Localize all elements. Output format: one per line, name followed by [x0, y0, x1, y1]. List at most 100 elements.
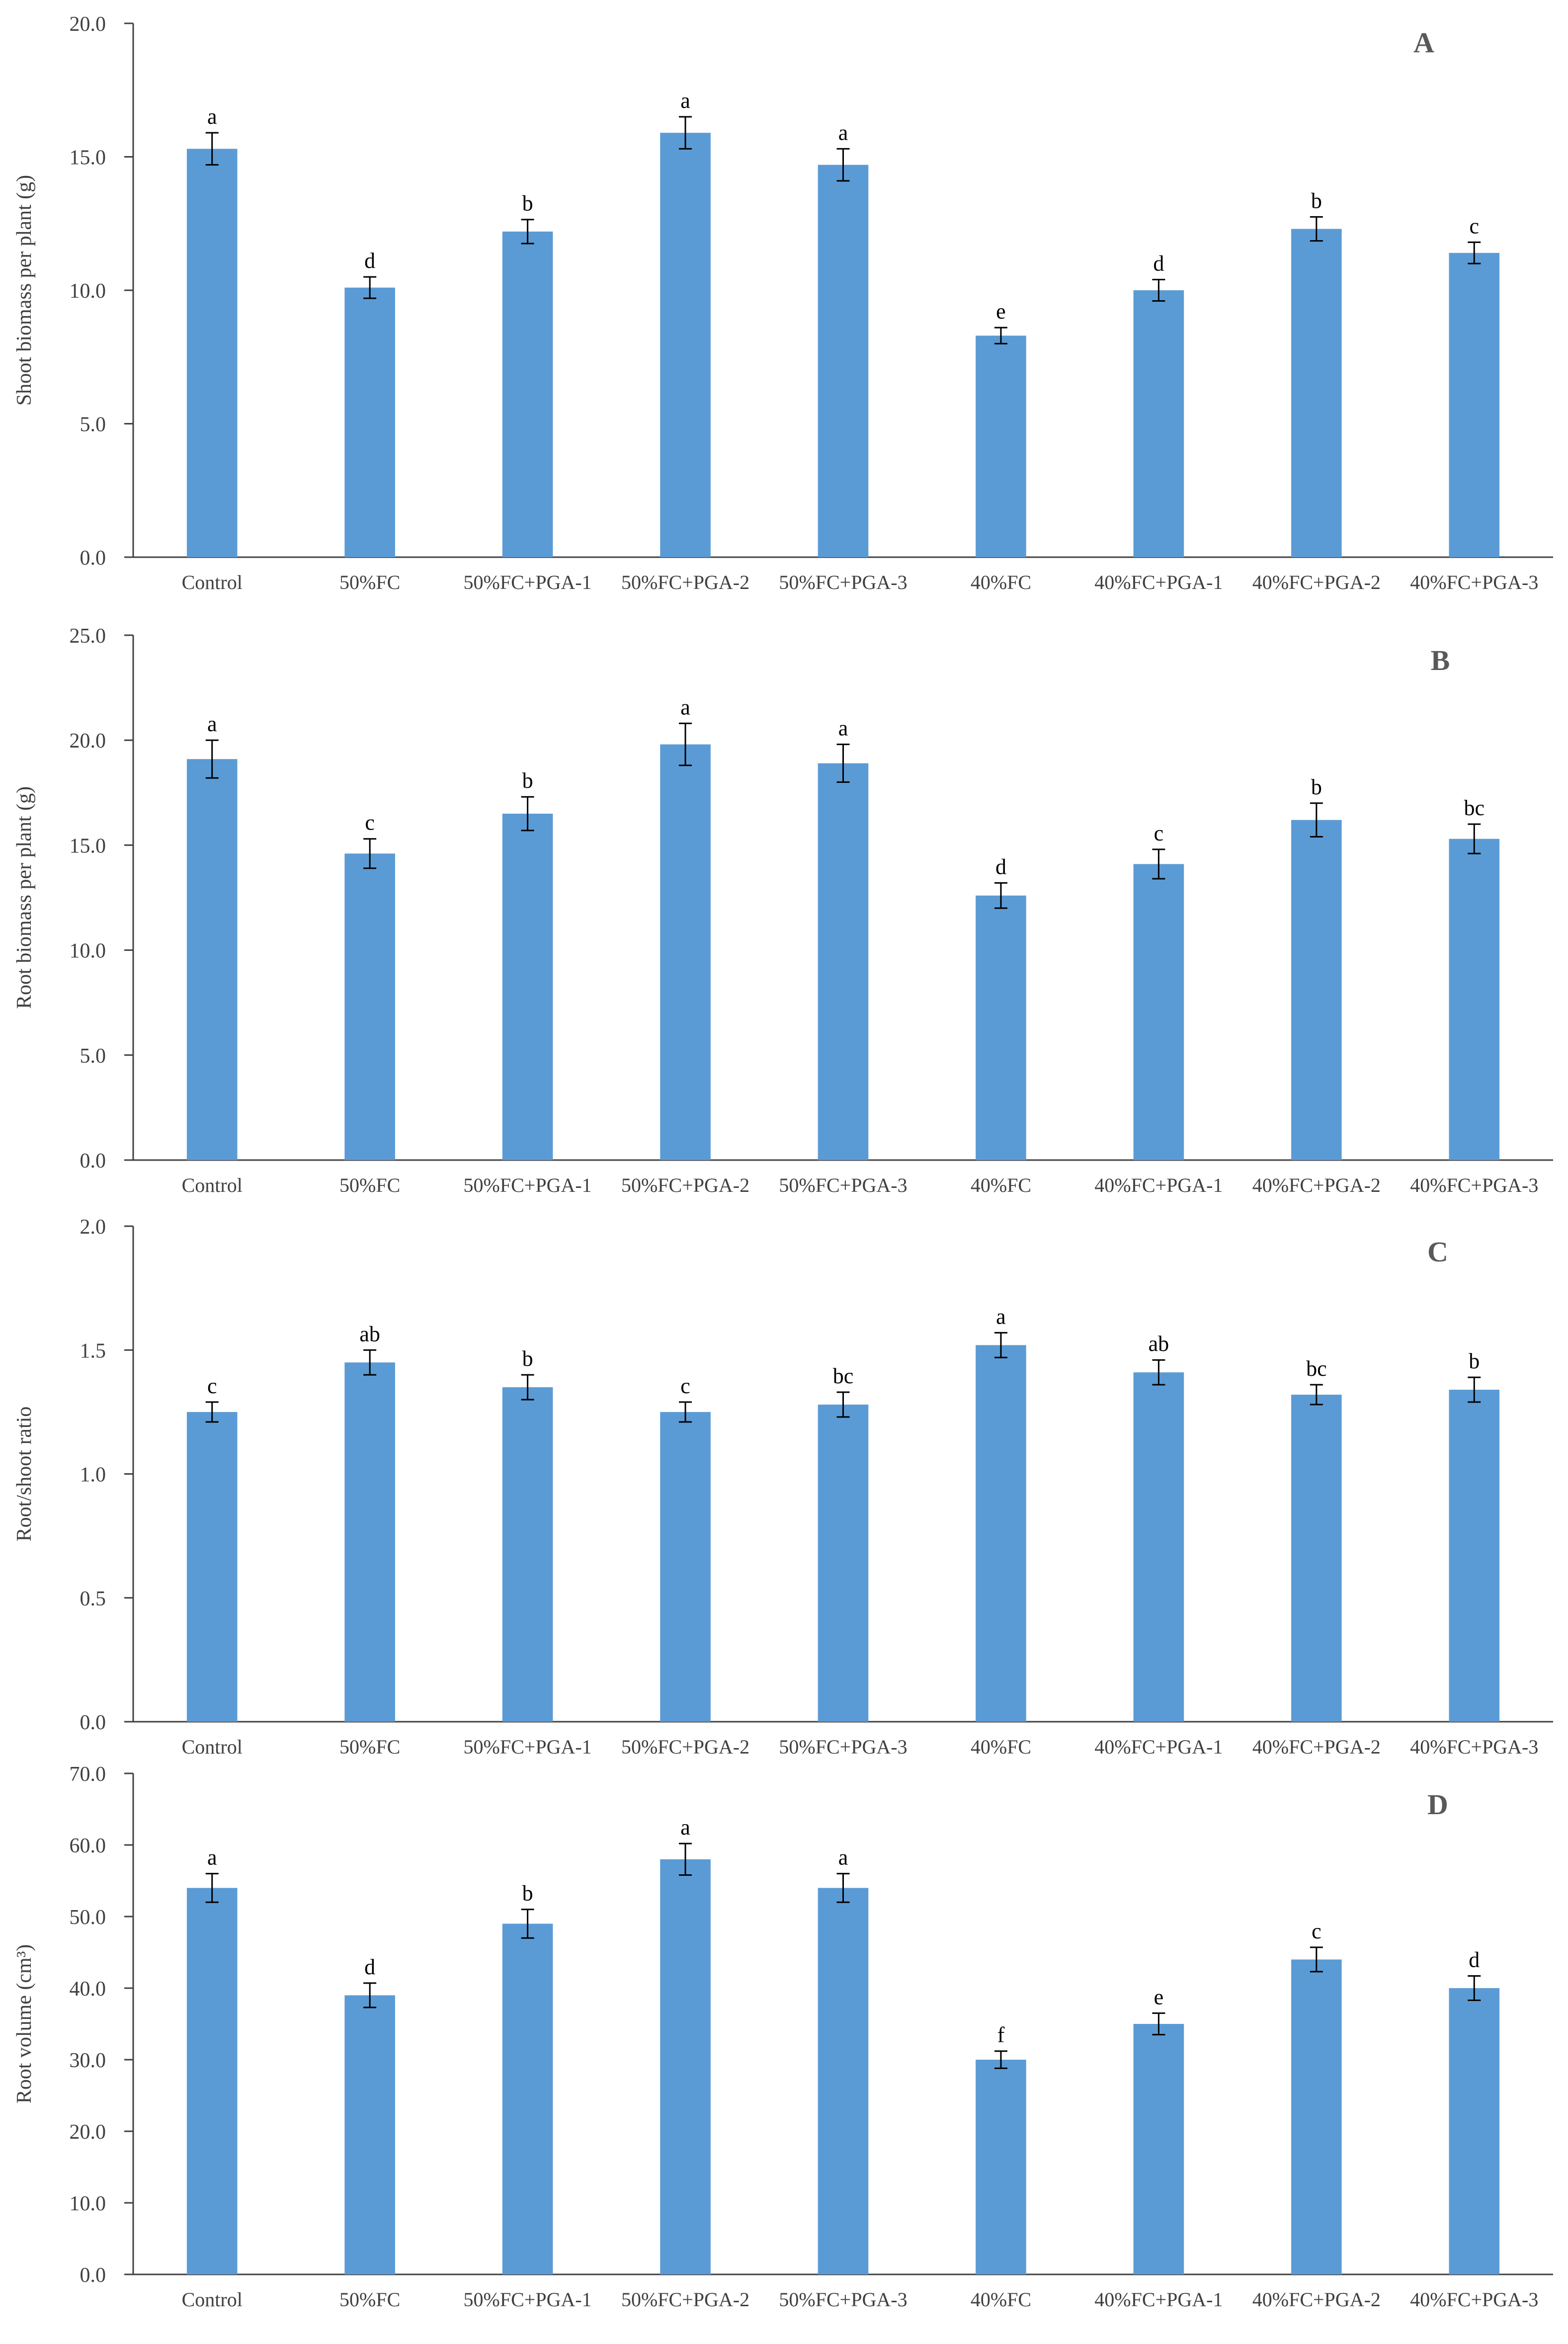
significance-letter: e [996, 299, 1006, 324]
x-tick-label: 40%FC+PGA-2 [1252, 571, 1381, 593]
significance-letter: b [522, 1346, 533, 1371]
bar [818, 165, 869, 557]
significance-letter: a [680, 88, 690, 113]
significance-letter: c [365, 811, 375, 835]
significance-letter: d [364, 1955, 375, 1979]
bar [818, 1404, 869, 1722]
y-tick-label: 1.5 [80, 1339, 106, 1362]
bar [1449, 1988, 1500, 2274]
x-tick-label: 40%FC+PGA-2 [1252, 1174, 1381, 1196]
bar [818, 763, 869, 1160]
x-tick-label: Control [182, 2288, 243, 2311]
x-tick-label: 40%FC+PGA-2 [1252, 1736, 1381, 1758]
x-tick-label: 50%FC+PGA-2 [621, 571, 749, 593]
y-tick-label: 1.0 [80, 1464, 106, 1487]
bar [660, 1859, 711, 2274]
y-tick-label: 70.0 [70, 1763, 106, 1786]
x-tick-label: 40%FC+PGA-1 [1094, 571, 1223, 593]
bar [660, 1412, 711, 1722]
x-tick-label: Control [182, 571, 243, 593]
significance-letter: a [838, 1845, 848, 1870]
x-tick-label: 40%FC [971, 2288, 1031, 2311]
bar [344, 853, 395, 1160]
bar [1291, 820, 1342, 1160]
chart-panel-c: C 0.0 0.5 1.0 1.5 2.0 Root/shoot ratio c Control… [13, 1216, 1553, 1758]
significance-letter: d [995, 854, 1006, 879]
y-tick-label: 0.0 [80, 547, 106, 570]
y-tick-label: 0.0 [80, 2264, 106, 2287]
significance-letter: ab [359, 1322, 380, 1346]
x-tick-label: 50%FC [339, 571, 400, 593]
x-tick-label: 50%FC [339, 1174, 400, 1196]
bar [344, 1362, 395, 1722]
x-tick-label: 50%FC+PGA-1 [464, 1736, 592, 1758]
significance-letter: c [207, 1374, 217, 1398]
significance-letter: b [1311, 775, 1322, 799]
significance-letter: c [1154, 821, 1164, 845]
bar [1449, 1390, 1500, 1722]
bar [660, 133, 711, 557]
x-tick-label: 40%FC [971, 1174, 1031, 1196]
bar [502, 231, 553, 557]
y-tick-label: 10.0 [70, 280, 106, 303]
y-axis-title: Root/shoot ratio [13, 1407, 36, 1542]
bar [976, 335, 1026, 557]
bar [1133, 1372, 1184, 1722]
significance-letter: a [680, 695, 690, 719]
bar [1133, 2024, 1184, 2274]
significance-letter: b [1469, 1349, 1480, 1373]
x-tick-label: 40%FC [971, 571, 1031, 593]
significance-letter: a [838, 716, 848, 741]
significance-letter: c [1312, 1919, 1321, 1943]
significance-letter: d [1469, 1948, 1480, 1972]
bar [186, 1412, 238, 1722]
y-tick-label: 20.0 [70, 13, 106, 36]
x-tick-label: 40%FC+PGA-3 [1410, 2288, 1538, 2311]
y-axis-title: Shoot biomass per plant (g) [13, 175, 36, 406]
bar [344, 287, 395, 557]
x-tick-label: Control [182, 1736, 243, 1758]
significance-letter: a [207, 104, 217, 129]
x-tick-label: 50%FC+PGA-3 [779, 571, 907, 593]
significance-letter: a [996, 1304, 1006, 1329]
significance-letter: c [680, 1374, 690, 1398]
y-tick-label: 30.0 [70, 2049, 106, 2072]
significance-letter: bc [1464, 796, 1485, 820]
y-tick-label: 60.0 [70, 1835, 106, 1857]
x-tick-label: 50%FC+PGA-3 [779, 1736, 907, 1758]
y-tick-label: 40.0 [70, 1978, 106, 2001]
panel-letter: A [1413, 26, 1434, 59]
x-tick-label: 40%FC+PGA-3 [1410, 571, 1538, 593]
x-tick-label: 40%FC [971, 1736, 1031, 1758]
significance-letter: c [1470, 214, 1480, 238]
y-tick-label: 10.0 [70, 2192, 106, 2215]
y-tick-label: 25.0 [70, 625, 106, 648]
y-tick-label: 20.0 [70, 2121, 106, 2144]
x-tick-label: 50%FC+PGA-2 [621, 1736, 749, 1758]
bar [1291, 1394, 1342, 1722]
significance-letter: e [1154, 1985, 1164, 2009]
significance-letter: b [522, 768, 533, 793]
bar [344, 1995, 395, 2274]
y-tick-label: 5.0 [80, 1045, 106, 1068]
x-tick-label: 40%FC+PGA-3 [1410, 1174, 1538, 1196]
x-tick-label: 40%FC+PGA-2 [1252, 2288, 1381, 2311]
bar [1133, 864, 1184, 1160]
x-tick-label: 50%FC [339, 1736, 400, 1758]
significance-letter: b [1311, 188, 1322, 213]
x-tick-label: 50%FC [339, 2288, 400, 2311]
bar [1133, 290, 1184, 557]
x-tick-label: 50%FC+PGA-2 [621, 1174, 749, 1196]
bar [660, 744, 711, 1160]
bar [1291, 229, 1342, 557]
chart-panel-b: B 0.0 5.0 10.0 15.0 20.0 25.0 Root biomass per … [13, 625, 1553, 1196]
bar [1449, 838, 1500, 1160]
bar [186, 149, 238, 557]
significance-letter: a [207, 1845, 217, 1870]
y-tick-label: 0.5 [80, 1588, 106, 1610]
significance-letter: f [997, 2023, 1005, 2047]
bar [1449, 252, 1500, 557]
bar [976, 1345, 1026, 1722]
x-tick-label: 50%FC+PGA-1 [464, 571, 592, 593]
